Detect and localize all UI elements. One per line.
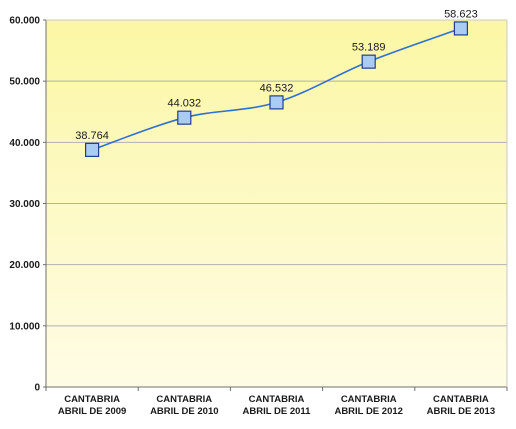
y-tick-label: 30.000 [9,199,40,210]
x-tick-label-line: ABRIL DE 2011 [243,406,312,417]
axes [43,19,508,391]
data-point-marker [84,142,100,157]
x-tick-label: CANTABRIA ABRIL DE 2013 [427,394,495,417]
x-tick-label: CANTABRIA ABRIL DE 2012 [334,394,402,417]
data-point-marker [269,95,284,110]
y-tick-label: 20.000 [9,260,40,271]
data-point-marker [177,110,192,125]
x-tick-label-line: ABRIL DE 2010 [150,406,218,417]
x-tick-label-line: CANTABRIA [341,394,397,405]
x-tick-label: CANTABRIA ABRIL DE 2010 [150,394,218,417]
series-markers [84,21,468,157]
x-tick-label-line: ABRIL DE 2009 [58,406,126,417]
x-tick-label-line: ABRIL DE 2012 [334,406,402,417]
data-label: 44.032 [167,98,201,110]
x-tick-label-line: CANTABRIA [249,394,305,405]
data-label: 53.189 [352,42,386,54]
x-tick-label-line: CANTABRIA [433,394,489,405]
data-labels: 38.764 44.032 46.532 53.189 58.623 [75,8,477,141]
data-label: 38.764 [75,130,109,142]
x-tick-label-line: ABRIL DE 2013 [427,406,495,417]
x-tick-label: CANTABRIA ABRIL DE 2011 [243,394,312,417]
x-tick-label-line: CANTABRIA [156,394,212,405]
data-label: 46.532 [260,82,294,94]
y-tick-label: 0 [34,383,40,394]
data-label: 58.623 [444,8,478,20]
y-tick-label: 50.000 [9,77,40,88]
y-tick-label: 60.000 [9,16,40,27]
y-tick-label: 10.000 [9,321,40,332]
x-tick-label-line: CANTABRIA [64,394,120,405]
data-point-marker [361,54,376,69]
x-tick-label: CANTABRIA ABRIL DE 2009 [58,394,126,417]
y-tick-label: 40.000 [9,138,40,149]
y-axis-tick-labels: 0 10.000 20.000 30.000 40.000 50.000 60.000 [9,16,40,394]
data-point-marker [453,21,468,36]
